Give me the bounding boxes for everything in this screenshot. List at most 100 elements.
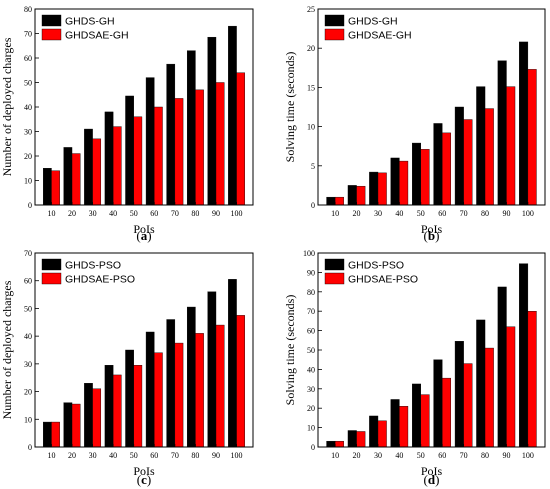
y-tick-label: 20: [24, 388, 32, 397]
legend: GHDS-PSO GHDSAE-PSO: [323, 257, 421, 287]
bar-series2-90: [506, 86, 516, 206]
bar-series1-100: [228, 279, 237, 448]
legend: GHDS-GH GHDSAE-GH: [40, 13, 138, 43]
y-axis-label: Number of deployed charges: [0, 37, 14, 176]
x-tick-label: 100: [522, 209, 534, 218]
x-tick-label: 90: [502, 451, 510, 460]
legend-label-1: GHDS-GH: [65, 16, 115, 28]
x-tick-label: 30: [374, 209, 382, 218]
bar-series2-80: [195, 333, 204, 448]
bar-series2-30: [377, 420, 387, 448]
y-tick-label: 40: [24, 332, 32, 341]
bar-series1-10: [43, 168, 52, 206]
bar-series2-70: [463, 119, 473, 206]
legend-swatch-2: [41, 28, 62, 41]
x-tick-label: 30: [89, 209, 97, 218]
bar-series1-20: [347, 430, 357, 448]
bar-series1-80: [186, 306, 196, 448]
x-tick-label: 50: [417, 451, 425, 460]
y-tick-label: 0: [28, 443, 32, 452]
x-tick-label: 70: [171, 209, 179, 218]
bar-series2-20: [71, 403, 81, 448]
bar-series1-100: [228, 25, 237, 206]
bar-series2-60: [154, 352, 163, 448]
bar-series2-60: [442, 132, 451, 206]
bar-series2-90: [506, 326, 516, 448]
y-tick-label: 60: [307, 327, 315, 336]
chart-panel-a: 0 10 20 30 40 50 60 70 80 10 20 30 40 50 60 70 80 90 100 Po…: [0, 5, 254, 243]
y-tick-label: 10: [24, 415, 32, 424]
bar-series2-40: [399, 406, 409, 448]
y-tick-label: 0: [311, 201, 315, 210]
legend-label-2: GHDSAE-PSO: [348, 274, 418, 286]
x-tick-label: 50: [130, 209, 138, 218]
x-tick-label: 10: [331, 451, 339, 460]
bar-series1-20: [347, 185, 357, 206]
bar-series1-30: [369, 415, 379, 448]
bar-series2-10: [51, 421, 60, 448]
x-tick-label: 40: [395, 451, 403, 460]
bar-series2-100: [236, 315, 245, 448]
bar-series1-60: [145, 331, 155, 448]
y-tick-label: 30: [24, 128, 32, 137]
bar-series1-50: [125, 349, 134, 448]
x-tick-label: 90: [212, 451, 220, 460]
bar-series2-80: [195, 89, 204, 206]
x-tick-label: 50: [130, 451, 138, 460]
x-tick-label: 30: [374, 451, 382, 460]
bar-series1-20: [63, 402, 73, 448]
bar-series1-40: [104, 365, 114, 448]
legend-swatch-1: [41, 14, 62, 27]
bar-series2-100: [527, 311, 537, 448]
x-tick-label: 60: [150, 209, 158, 218]
y-tick-label: 30: [24, 360, 32, 369]
y-tick-label: 20: [24, 152, 32, 161]
y-tick-label: 30: [307, 385, 315, 394]
x-axis-label: PoIs: [421, 222, 443, 236]
bar-series2-40: [112, 374, 122, 448]
legend-swatch-2: [41, 272, 62, 285]
y-tick-label: 10: [307, 123, 315, 132]
bar-series1-40: [390, 399, 400, 448]
bar-series2-50: [420, 149, 430, 206]
y-tick-label: 20: [307, 404, 315, 413]
legend-swatch-2: [324, 28, 345, 41]
legend-label-2: GHDSAE-PSO: [65, 274, 135, 286]
bar-series1-90: [497, 286, 507, 448]
y-axis-label: Solving time (seconds): [283, 295, 297, 406]
bar-series2-20: [356, 431, 366, 448]
bar-series1-70: [166, 319, 176, 448]
x-tick-label: 60: [438, 451, 446, 460]
y-tick-label: 50: [24, 304, 32, 313]
x-tick-label: 80: [191, 209, 199, 218]
bar-series1-60: [145, 77, 155, 206]
y-tick-label: 80: [24, 5, 32, 14]
bar-series1-30: [369, 171, 379, 206]
bar-series1-50: [412, 383, 422, 448]
bar-series1-90: [207, 291, 217, 448]
bar-series2-50: [133, 365, 143, 448]
bar-series1-10: [326, 440, 336, 448]
bar-series2-70: [463, 363, 473, 448]
x-tick-label: 70: [460, 209, 468, 218]
legend-swatch-1: [41, 258, 62, 271]
bar-series1-20: [63, 147, 73, 206]
legend-label-2: GHDSAE-GH: [65, 30, 129, 42]
panel-caption: (a): [136, 228, 151, 243]
bar-series2-40: [399, 160, 409, 206]
y-tick-label: 40: [24, 103, 32, 112]
bar-series1-50: [412, 142, 422, 206]
bar-series2-10: [334, 440, 344, 448]
bar-series1-60: [433, 359, 443, 448]
x-tick-label: 40: [109, 209, 117, 218]
y-tick-label: 15: [307, 83, 315, 92]
y-tick-label: 25: [307, 5, 315, 14]
x-tick-label: 10: [331, 209, 339, 218]
bar-series2-20: [356, 185, 366, 206]
bar-series1-80: [476, 319, 486, 448]
x-tick-label: 20: [353, 209, 361, 218]
y-tick-label: 90: [307, 268, 315, 277]
x-tick-label: 60: [438, 209, 446, 218]
x-tick-label: 30: [89, 451, 97, 460]
